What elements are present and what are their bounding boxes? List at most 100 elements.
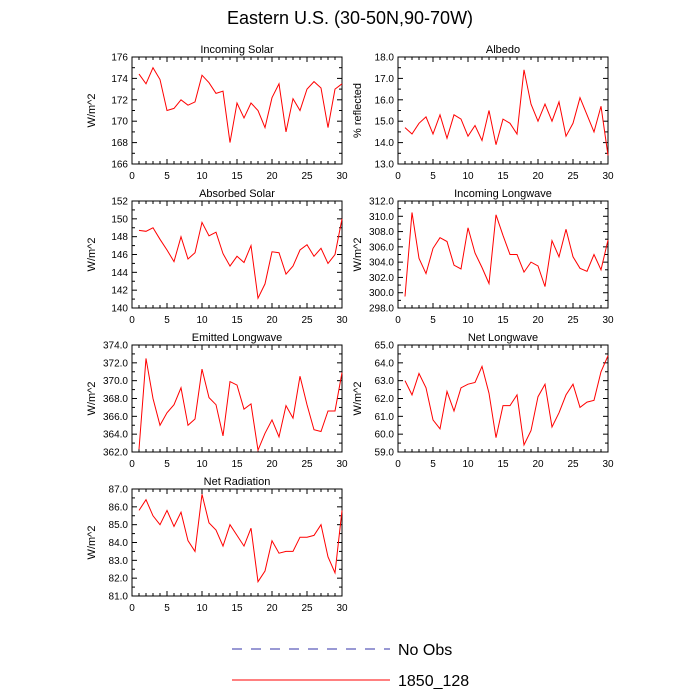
y-tick-label: 370.0 [103, 376, 128, 387]
x-tick-label: 0 [129, 603, 135, 614]
y-tick-label: 300.0 [369, 288, 394, 299]
y-tick-label: 146 [111, 250, 128, 261]
y-tick-label: 140 [111, 304, 128, 315]
x-tick-label: 15 [231, 459, 243, 470]
y-tick-label: 174 [111, 74, 128, 85]
y-tick-label: 170 [111, 117, 128, 128]
series-line-1850_128 [138, 66, 343, 143]
x-tick-label: 30 [602, 315, 614, 326]
series-line-1850_128 [138, 358, 343, 453]
chart-title: Incoming Longwave [454, 188, 552, 200]
y-tick-label: 63.0 [375, 376, 395, 387]
x-tick-label: 0 [395, 315, 401, 326]
x-tick-label: 5 [430, 315, 436, 326]
y-tick-label: 362.0 [103, 448, 128, 459]
x-tick-label: 10 [196, 171, 208, 182]
main-title: Eastern U.S. (30-50N,90-70W) [226, 8, 474, 28]
chart-title: Net Radiation [204, 476, 271, 488]
x-tick-label: 25 [567, 315, 579, 326]
y-tick-label: 81.0 [109, 592, 129, 603]
y-tick-label: 85.0 [109, 520, 129, 531]
x-tick-label: 15 [497, 171, 509, 182]
x-tick-label: 10 [462, 171, 474, 182]
x-tick-label: 15 [231, 603, 243, 614]
plot-frame [131, 488, 343, 597]
chart-net-radiation: Net Radiation W/m^2 81.0 82.0 83.0 84.0 85.0 86… [86, 476, 348, 614]
x-tick-label: 0 [129, 171, 135, 182]
plot-frame [397, 344, 609, 453]
y-tick-label: 13.0 [375, 160, 395, 171]
x-tick-label: 0 [129, 459, 135, 470]
x-tick-label: 10 [196, 459, 208, 470]
y-tick-label: 152 [111, 197, 128, 208]
series-line-1850_128 [138, 218, 343, 300]
x-tick-label: 30 [336, 459, 348, 470]
y-tick-label: 374.0 [103, 341, 128, 352]
y-tick-label: 150 [111, 214, 128, 225]
chart-title: Net Longwave [468, 332, 538, 344]
y-tick-label: 372.0 [103, 358, 128, 369]
x-tick-label: 25 [301, 603, 313, 614]
y-tick-label: 308.0 [369, 227, 394, 238]
x-tick-label: 25 [301, 171, 313, 182]
x-tick-label: 10 [196, 315, 208, 326]
x-tick-label: 15 [497, 315, 509, 326]
chart-incoming-solar: Incoming Solar W/m^2 166 168 170 172 174 176 0 5 1… [86, 44, 348, 182]
x-tick-label: 0 [395, 171, 401, 182]
y-tick-label: 87.0 [109, 485, 129, 496]
y-tick-label: 368.0 [103, 394, 128, 405]
x-tick-label: 30 [336, 315, 348, 326]
y-tick-label: 59.0 [375, 448, 395, 459]
chart-emitted-longwave: Emitted Longwave W/m^2 362.0 364.0 366.0 368.… [86, 332, 348, 470]
x-tick-label: 30 [336, 171, 348, 182]
series-line-1850_128 [404, 212, 609, 297]
x-tick-label: 20 [532, 315, 544, 326]
y-tick-label: 84.0 [109, 538, 129, 549]
x-tick-label: 15 [497, 459, 509, 470]
x-tick-label: 25 [567, 459, 579, 470]
y-tick-label: 61.0 [375, 412, 395, 423]
chart-title: Absorbed Solar [199, 188, 275, 200]
x-tick-label: 0 [129, 315, 135, 326]
x-tick-label: 15 [231, 171, 243, 182]
x-tick-label: 20 [532, 171, 544, 182]
y-tick-label: 65.0 [375, 341, 395, 352]
y-tick-label: 168 [111, 138, 128, 149]
x-tick-label: 20 [532, 459, 544, 470]
x-tick-label: 5 [164, 603, 170, 614]
y-axis-label: W/m^2 [86, 238, 98, 272]
series-line-1850_128 [404, 355, 609, 447]
y-tick-label: 148 [111, 232, 128, 243]
y-tick-label: 144 [111, 268, 128, 279]
chart-albedo: Albedo % reflected 13.0 14.0 15.0 16.0 17.0 18.… [352, 44, 614, 182]
y-tick-label: 366.0 [103, 412, 128, 423]
y-tick-label: 83.0 [109, 556, 129, 567]
x-tick-label: 30 [602, 171, 614, 182]
x-tick-label: 5 [430, 459, 436, 470]
y-tick-label: 86.0 [109, 502, 129, 513]
x-tick-label: 10 [462, 315, 474, 326]
y-tick-label: 166 [111, 160, 128, 171]
y-tick-label: 17.0 [375, 74, 395, 85]
y-tick-label: 14.0 [375, 138, 395, 149]
x-tick-label: 25 [567, 171, 579, 182]
chart-title: Emitted Longwave [192, 332, 283, 344]
y-tick-label: 310.0 [369, 212, 394, 223]
plot-frame [131, 56, 343, 165]
y-tick-label: 15.0 [375, 117, 395, 128]
chart-incoming-longwave: Incoming Longwave W/m^2 298.0 300.0 302.0 304… [352, 188, 614, 326]
x-tick-label: 5 [430, 171, 436, 182]
x-tick-label: 25 [301, 315, 313, 326]
series-line-1850_128 [404, 69, 609, 156]
y-tick-label: 62.0 [375, 394, 395, 405]
y-axis-label: W/m^2 [86, 526, 98, 560]
x-tick-label: 10 [462, 459, 474, 470]
y-tick-label: 60.0 [375, 430, 395, 441]
x-tick-label: 5 [164, 171, 170, 182]
chart-title: Incoming Solar [200, 44, 274, 56]
x-tick-label: 30 [336, 603, 348, 614]
y-tick-label: 304.0 [369, 258, 394, 269]
x-tick-label: 20 [266, 603, 278, 614]
y-axis-label: W/m^2 [86, 382, 98, 416]
y-tick-label: 312.0 [369, 197, 394, 208]
